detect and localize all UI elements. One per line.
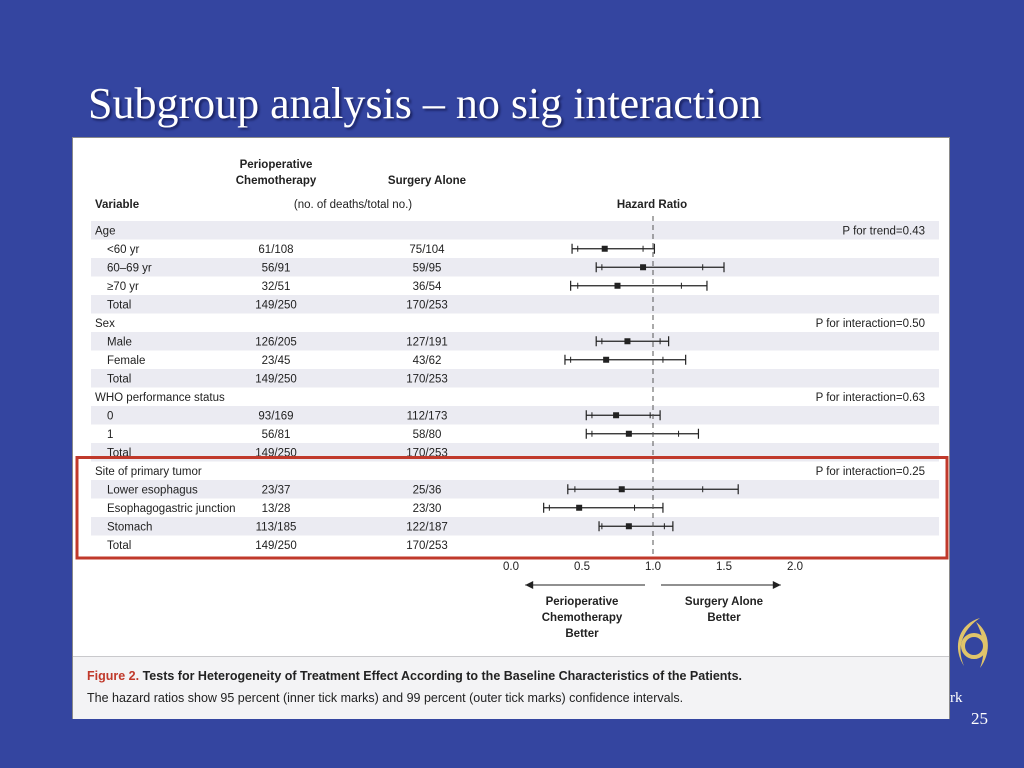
hazard-ratio-point [576, 504, 583, 511]
x-tick-label: 0.5 [574, 561, 590, 573]
header-group1-line1: Perioperative [240, 159, 313, 171]
row-value-group2: 127/191 [406, 336, 448, 348]
figure-caption: Figure 2. Tests for Heterogeneity of Tre… [73, 656, 949, 719]
favors-left-label: Perioperative [546, 596, 619, 608]
hazard-ratio-point [613, 412, 620, 419]
row-label: Esophagogastric junction [107, 503, 236, 515]
row-band [91, 369, 939, 388]
group-p-value: P for interaction=0.63 [816, 392, 925, 404]
hazard-ratio-point [614, 282, 621, 289]
row-value-group1: 13/28 [262, 503, 291, 515]
row-band [91, 295, 939, 314]
row-value-group1: 113/185 [256, 521, 297, 533]
row-label: 60–69 yr [107, 262, 152, 274]
row-label: 1 [107, 429, 113, 441]
row-value-group1: 149/250 [255, 299, 297, 311]
hazard-ratio-point [618, 486, 625, 493]
row-label: Total [107, 540, 131, 552]
row-value-group2: 170/253 [406, 299, 448, 311]
favors-right-label: Better [707, 612, 741, 624]
row-band [91, 258, 939, 277]
row-value-group2: 43/62 [413, 355, 442, 367]
header-subheader: (no. of deaths/total no.) [294, 199, 412, 211]
row-band [91, 221, 939, 240]
group-p-value: P for trend=0.43 [842, 225, 925, 237]
row-band [91, 517, 939, 536]
highlight-box [75, 456, 949, 560]
row-label: Male [107, 336, 132, 348]
caption-text: The hazard ratios show 95 percent (inner… [87, 691, 684, 705]
row-value-group2: 25/36 [413, 484, 442, 496]
row-value-group1: 61/108 [258, 244, 293, 256]
row-value-group1: 23/37 [262, 484, 291, 496]
hazard-ratio-point [624, 338, 631, 345]
hazard-ratio-point [603, 356, 610, 363]
row-value-group1: 56/91 [262, 262, 291, 274]
forest-plot-svg: Perioperative Chemotherapy Surgery Alone Va… [75, 159, 949, 640]
row-value-group1: 149/250 [255, 540, 297, 552]
hazard-ratio-point [625, 430, 632, 437]
row-label: Lower esophagus [107, 484, 198, 496]
row-label: 0 [107, 410, 113, 422]
row-value-group2: 23/30 [413, 503, 442, 515]
row-value-group2: 122/187 [406, 521, 448, 533]
header-group2: Surgery Alone [388, 175, 466, 187]
favors-left-label: Better [565, 628, 599, 640]
group-label: Age [95, 225, 115, 237]
wreath-logo-icon [957, 618, 988, 668]
group-label: Sex [95, 318, 115, 330]
slide-title: Subgroup analysis – no sig interaction [88, 79, 762, 128]
caption-label: Figure 2. [87, 669, 140, 683]
favors-right-label: Surgery Alone [685, 596, 763, 608]
header-variable: Variable [95, 199, 139, 211]
row-value-group1: 126/205 [255, 336, 297, 348]
logo-text: rk [950, 690, 963, 706]
group-p-value: P for interaction=0.50 [816, 318, 925, 330]
header-group1-line2: Chemotherapy [236, 175, 317, 187]
x-tick-label: 1.5 [716, 561, 732, 573]
group-label: WHO performance status [95, 392, 225, 404]
row-label: Female [107, 355, 145, 367]
hazard-ratio-point [640, 264, 647, 271]
row-value-group2: 59/95 [413, 262, 442, 274]
forest-plot-figure: Perioperative Chemotherapy Surgery Alone Va… [72, 137, 950, 719]
row-value-group1: 23/45 [262, 355, 291, 367]
row-band [91, 406, 939, 425]
row-value-group2: 36/54 [413, 281, 442, 293]
favors-right-arrowhead [772, 581, 781, 589]
row-label: ≥70 yr [107, 281, 139, 293]
page-number: 25 [971, 709, 988, 728]
row-label: Total [107, 373, 131, 385]
group-label: Site of primary tumor [95, 466, 202, 478]
favors-left-label: Chemotherapy [542, 612, 623, 624]
row-value-group1: 93/169 [258, 410, 293, 422]
x-tick-label: 1.0 [645, 561, 661, 573]
x-tick-label: 2.0 [787, 561, 803, 573]
row-band [91, 332, 939, 351]
row-value-group1: 56/81 [262, 429, 291, 441]
favors-left-arrowhead [525, 581, 534, 589]
row-value-group2: 170/253 [406, 540, 448, 552]
hazard-ratio-point [601, 245, 608, 252]
row-value-group2: 75/104 [409, 244, 445, 256]
header-plot: Hazard Ratio [617, 199, 687, 211]
group-p-value: P for interaction=0.25 [816, 466, 925, 478]
row-value-group2: 170/253 [406, 373, 448, 385]
row-value-group1: 149/250 [255, 373, 297, 385]
row-value-group1: 32/51 [262, 281, 291, 293]
row-label: Stomach [107, 521, 152, 533]
x-tick-label: 0.0 [503, 561, 519, 573]
row-label: Total [107, 299, 131, 311]
caption-heading: Figure 2. Tests for Heterogeneity of Tre… [87, 669, 949, 683]
row-value-group2: 112/173 [407, 410, 448, 422]
hazard-ratio-point [625, 523, 632, 530]
row-label: <60 yr [107, 244, 139, 256]
row-value-group2: 58/80 [413, 429, 442, 441]
row-band [91, 480, 939, 499]
caption-title: Tests for Heterogeneity of Treatment Eff… [142, 669, 743, 683]
